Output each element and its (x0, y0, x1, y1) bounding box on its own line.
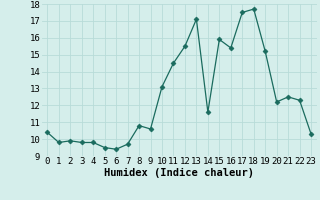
X-axis label: Humidex (Indice chaleur): Humidex (Indice chaleur) (104, 168, 254, 178)
